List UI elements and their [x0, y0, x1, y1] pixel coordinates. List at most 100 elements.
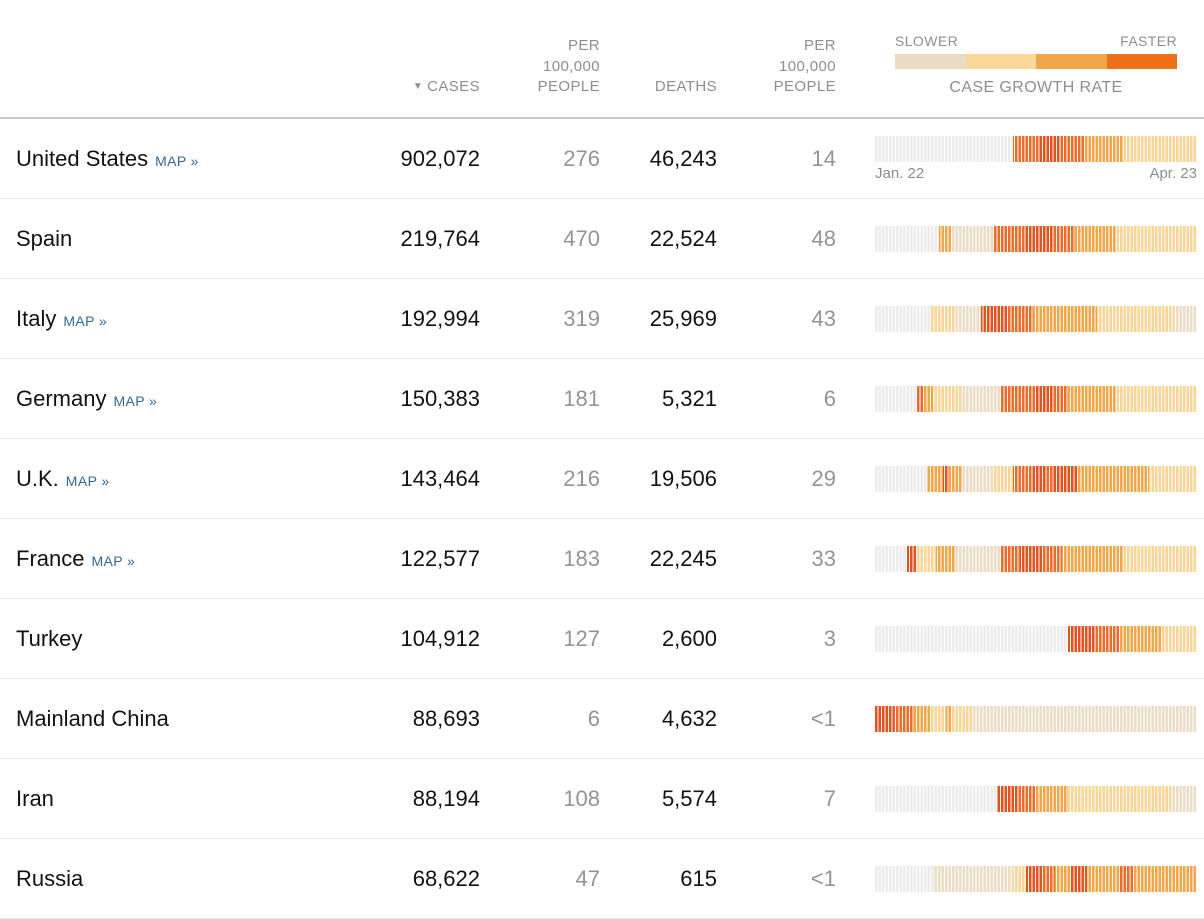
cases-value: 143,464	[400, 465, 480, 491]
deaths-column-label: DEATHS	[654, 77, 717, 95]
case-growth-strip	[875, 785, 1197, 812]
growth-strip-cell: Jan. 22 Apr. 23	[875, 305, 1197, 332]
cases-per-100k-value: 216	[563, 465, 600, 491]
deaths-per-100k-value: 33	[811, 545, 836, 571]
cases-value: 219,764	[400, 225, 480, 251]
deaths-value: 615	[680, 865, 717, 891]
deaths-value: 2,600	[661, 625, 717, 651]
country-cell: Mainland China	[0, 706, 330, 732]
table-row: U.K. MAP » 143,464 216 19,506 29 Jan. 22 …	[0, 439, 1204, 519]
cases-per-100k-value: 319	[563, 305, 600, 331]
legend-slower-label: SLOWER	[895, 33, 959, 49]
table-row: Italy MAP » 192,994 319 25,969 43 Jan. 22…	[0, 279, 1204, 359]
legend-title: CASE GROWTH RATE	[949, 79, 1123, 96]
table-row: Iran 88,194 108 5,574 7 Jan. 22 Apr. 23	[0, 759, 1204, 839]
cases-column-label: CASES	[427, 77, 480, 95]
table-row: United States MAP » 902,072 276 46,243 14…	[0, 119, 1204, 199]
growth-strip-cell: Jan. 22 Apr. 23	[875, 545, 1197, 572]
map-link[interactable]: MAP »	[113, 392, 158, 409]
strip-date-range: Jan. 22 Apr. 23	[875, 165, 1197, 182]
deaths-per-100k-value: 7	[823, 785, 836, 811]
cases-value: 150,383	[400, 385, 480, 411]
deaths-value: 5,321	[661, 385, 717, 411]
deaths-value: 4,632	[661, 705, 717, 731]
growth-strip-cell: Jan. 22 Apr. 23	[875, 465, 1197, 492]
deaths-per-100k-column-header[interactable]: PER 100,000 PEOPLE	[717, 36, 836, 97]
map-link[interactable]: MAP »	[65, 472, 110, 489]
case-growth-strip	[875, 625, 1197, 652]
country-name: United States	[16, 145, 149, 171]
table-row: Germany MAP » 150,383 181 5,321 6 Jan. 22…	[0, 359, 1204, 439]
cases-per-100k-value: 108	[563, 785, 600, 811]
legend-faster-label: FASTER	[1120, 33, 1177, 49]
table-row: Mainland China 88,693 6 4,632 <1 Jan. 22…	[0, 679, 1204, 759]
case-growth-strip	[875, 135, 1197, 162]
cases-per-100k-column-label: PER 100,000 PEOPLE	[537, 37, 600, 95]
country-cell: Spain	[0, 226, 330, 252]
cases-value: 902,072	[400, 145, 480, 171]
country-cell: U.K. MAP »	[0, 466, 330, 492]
deaths-per-100k-value: 29	[811, 465, 836, 491]
growth-rate-legend: SLOWER FASTER CASE GROWTH RATE	[875, 33, 1197, 97]
growth-strip-cell: Jan. 22 Apr. 23	[875, 705, 1197, 732]
cases-per-100k-value: 181	[563, 385, 600, 411]
country-name: U.K.	[16, 465, 59, 491]
growth-strip-cell: Jan. 22 Apr. 23	[875, 785, 1197, 812]
cases-per-100k-value: 183	[563, 545, 600, 571]
country-name: Iran	[16, 785, 54, 811]
legend-bar	[895, 54, 1177, 69]
table-header: ▼ CASES PER 100,000 PEOPLE DEATHS PER 100…	[0, 0, 1204, 119]
country-cell: Russia	[0, 866, 330, 892]
country-name: Spain	[16, 225, 73, 251]
country-name: Germany	[16, 385, 107, 411]
table-row: Russia 68,622 47 615 <1 Jan. 22 Apr. 23	[0, 839, 1204, 919]
deaths-per-100k-value: 43	[811, 305, 836, 331]
deaths-value: 22,524	[649, 225, 717, 251]
sort-descending-icon: ▼	[412, 80, 424, 92]
country-name: Russia	[16, 865, 84, 891]
country-cell: Germany MAP »	[0, 386, 330, 412]
country-cell: France MAP »	[0, 546, 330, 572]
strip-start-date: Jan. 22	[875, 164, 925, 182]
table-row: Turkey 104,912 127 2,600 3 Jan. 22 Apr. …	[0, 599, 1204, 679]
case-growth-strip	[875, 865, 1197, 892]
case-growth-strip	[875, 705, 1197, 732]
deaths-value: 46,243	[649, 145, 717, 171]
country-name: Italy	[16, 305, 57, 331]
country-cell: Italy MAP »	[0, 306, 330, 332]
map-link[interactable]: MAP »	[63, 312, 108, 329]
table-body: United States MAP » 902,072 276 46,243 14…	[0, 119, 1204, 919]
cases-per-100k-column-header[interactable]: PER 100,000 PEOPLE	[480, 36, 600, 97]
cases-value: 104,912	[400, 625, 480, 651]
table-row: France MAP » 122,577 183 22,245 33 Jan. 2…	[0, 519, 1204, 599]
map-link[interactable]: MAP »	[91, 552, 136, 569]
cases-value: 88,693	[412, 705, 480, 731]
growth-strip-cell: Jan. 22 Apr. 23	[875, 625, 1197, 652]
deaths-column-header[interactable]: DEATHS	[600, 77, 717, 97]
deaths-per-100k-column-label: PER 100,000 PEOPLE	[773, 37, 836, 95]
cases-per-100k-value: 127	[563, 625, 600, 651]
deaths-per-100k-value: 3	[823, 625, 836, 651]
country-cell: United States MAP »	[0, 146, 330, 172]
case-growth-strip	[875, 305, 1197, 332]
cases-value: 88,194	[412, 785, 480, 811]
country-name: Turkey	[16, 625, 83, 651]
deaths-per-100k-value: 48	[811, 225, 836, 251]
strip-end-date: Apr. 23	[1149, 164, 1197, 182]
case-growth-strip	[875, 545, 1197, 572]
country-name: France	[16, 545, 85, 571]
cases-per-100k-value: 276	[563, 145, 600, 171]
deaths-per-100k-value: 6	[823, 385, 836, 411]
cases-per-100k-value: 6	[587, 705, 600, 731]
growth-strip-cell: Jan. 22 Apr. 23	[875, 135, 1197, 182]
table-row: Spain 219,764 470 22,524 48 Jan. 22 Apr.…	[0, 199, 1204, 279]
country-cell: Iran	[0, 786, 330, 812]
case-growth-strip	[875, 385, 1197, 412]
cases-value: 122,577	[400, 545, 480, 571]
map-link[interactable]: MAP »	[155, 152, 199, 169]
cases-per-100k-value: 47	[575, 865, 600, 891]
case-growth-strip	[875, 465, 1197, 492]
deaths-value: 19,506	[649, 465, 717, 491]
cases-column-header[interactable]: ▼ CASES	[330, 77, 480, 97]
